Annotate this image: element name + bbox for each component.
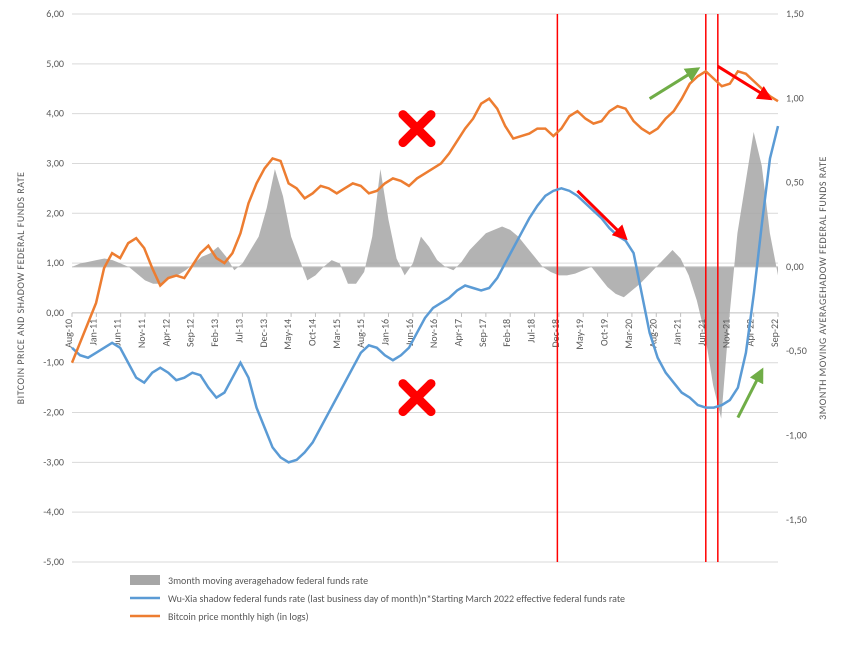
svg-text:Dec-18: Dec-18 — [549, 319, 562, 348]
right-tick-label: -1,00 — [786, 429, 807, 442]
x-tick-label: Jul-13 — [232, 319, 245, 343]
svg-text:Apr-17: Apr-17 — [452, 319, 465, 346]
x-tick-label: May-14 — [281, 319, 294, 350]
svg-text:Sep-17: Sep-17 — [476, 319, 489, 347]
svg-text:Jan-21: Jan-21 — [671, 319, 684, 345]
svg-text:Oct-19: Oct-19 — [598, 319, 611, 346]
svg-text:Feb-13: Feb-13 — [208, 319, 221, 347]
left-tick-label: -2,00 — [43, 406, 64, 419]
right-tick-label: 0,00 — [786, 260, 804, 273]
left-tick-label: 2,00 — [46, 206, 64, 219]
svg-text:Jun-16: Jun-16 — [403, 319, 416, 346]
x-tick-label: Sep-22 — [768, 319, 781, 347]
left-tick-label: 0,00 — [46, 306, 64, 319]
x-tick-label: Nov-21 — [719, 319, 732, 348]
x-tick-label: Apr-12 — [159, 319, 172, 346]
x-tick-label: Dec-13 — [257, 319, 270, 348]
left-tick-label: -5,00 — [43, 555, 64, 568]
x-tick-label: Jul-18 — [525, 319, 538, 343]
x-tick-label: Oct-14 — [305, 319, 318, 346]
left-tick-label: 6,00 — [46, 7, 64, 20]
x-tick-label: Feb-18 — [500, 319, 513, 347]
svg-text:Nov-11: Nov-11 — [135, 319, 148, 348]
x-tick-label: May-19 — [573, 319, 586, 350]
x-tick-label: Nov-16 — [427, 319, 440, 348]
x-tick-label: Aug-10 — [62, 319, 75, 348]
right-axis-title: 3MONTH MOVING AVERAGEHADOW FEDERAL FUNDS… — [816, 156, 829, 420]
x-tick-label: Dec-18 — [549, 319, 562, 348]
annotation-arrow — [577, 191, 625, 238]
legend-swatch — [130, 575, 160, 585]
svg-text:Jul-13: Jul-13 — [232, 319, 245, 343]
svg-text:Nov-16: Nov-16 — [427, 319, 440, 348]
svg-text:Aug-15: Aug-15 — [354, 319, 367, 348]
annotation-arrow — [718, 66, 770, 98]
x-tick-label: Jan-21 — [671, 319, 684, 345]
x-tick-label: Apr-17 — [452, 319, 465, 346]
legend-label: Wu-Xia shadow federal funds rate (last b… — [168, 592, 625, 605]
svg-text:Aug-10: Aug-10 — [62, 319, 75, 348]
right-tick-label: 0,50 — [786, 176, 804, 189]
svg-text:May-14: May-14 — [281, 319, 294, 350]
x-tick-label: Feb-13 — [208, 319, 221, 347]
x-tick-label: Aug-15 — [354, 319, 367, 348]
legend-label: 3month moving averagehadow federal funds… — [168, 574, 368, 587]
legend-label: Bitcoin price monthly high (in logs) — [168, 610, 309, 623]
x-tick-label: Oct-19 — [598, 319, 611, 346]
chart-container: -5,00 -4,00 -3,00 -2,00 -1,00 0,00 1,00 2,00 3,0… — [0, 0, 850, 658]
x-tick-label: Sep-12 — [184, 319, 197, 347]
svg-text:Apr-12: Apr-12 — [159, 319, 172, 346]
svg-text:Sep-22: Sep-22 — [768, 319, 781, 347]
svg-text:Feb-18: Feb-18 — [500, 319, 513, 347]
x-tick-label: Nov-11 — [135, 319, 148, 348]
left-axis-title: BITCOIN PRICE AND SHADOW FEDERAL FUNDS R… — [14, 172, 27, 405]
left-tick-label: 5,00 — [46, 57, 64, 70]
svg-text:May-19: May-19 — [573, 319, 586, 350]
svg-text:Jul-18: Jul-18 — [525, 319, 538, 343]
svg-text:Nov-21: Nov-21 — [719, 319, 732, 348]
right-tick-label: -1,50 — [786, 513, 807, 526]
left-tick-label: -3,00 — [43, 455, 64, 468]
cross-icon — [403, 115, 431, 143]
svg-text:Dec-13: Dec-13 — [257, 319, 270, 348]
right-tick-label: 1,50 — [786, 7, 804, 20]
x-tick-label: Mar-15 — [330, 319, 343, 349]
x-tick-label: Mar-20 — [622, 319, 635, 349]
x-tick-label: Sep-17 — [476, 319, 489, 347]
chart-svg: -5,00 -4,00 -3,00 -2,00 -1,00 0,00 1,00 2,00 3,0… — [0, 0, 850, 658]
left-tick-label: 3,00 — [46, 156, 64, 169]
left-tick-label: 4,00 — [46, 107, 64, 120]
svg-text:Jan-16: Jan-16 — [378, 319, 391, 345]
left-tick-label: 1,00 — [46, 256, 64, 269]
svg-text:Mar-15: Mar-15 — [330, 319, 343, 349]
x-tick-label: Jan-16 — [378, 319, 391, 345]
svg-text:Sep-12: Sep-12 — [184, 319, 197, 347]
cross-icon — [403, 384, 431, 412]
right-tick-label: 1,00 — [786, 91, 804, 104]
right-tick-label: -0,50 — [786, 344, 807, 357]
svg-text:Mar-20: Mar-20 — [622, 319, 635, 349]
x-tick-label: Jun-16 — [403, 319, 416, 346]
left-tick-label: -4,00 — [43, 505, 64, 518]
left-tick-label: -1,00 — [43, 356, 64, 369]
svg-text:Oct-14: Oct-14 — [305, 319, 318, 346]
